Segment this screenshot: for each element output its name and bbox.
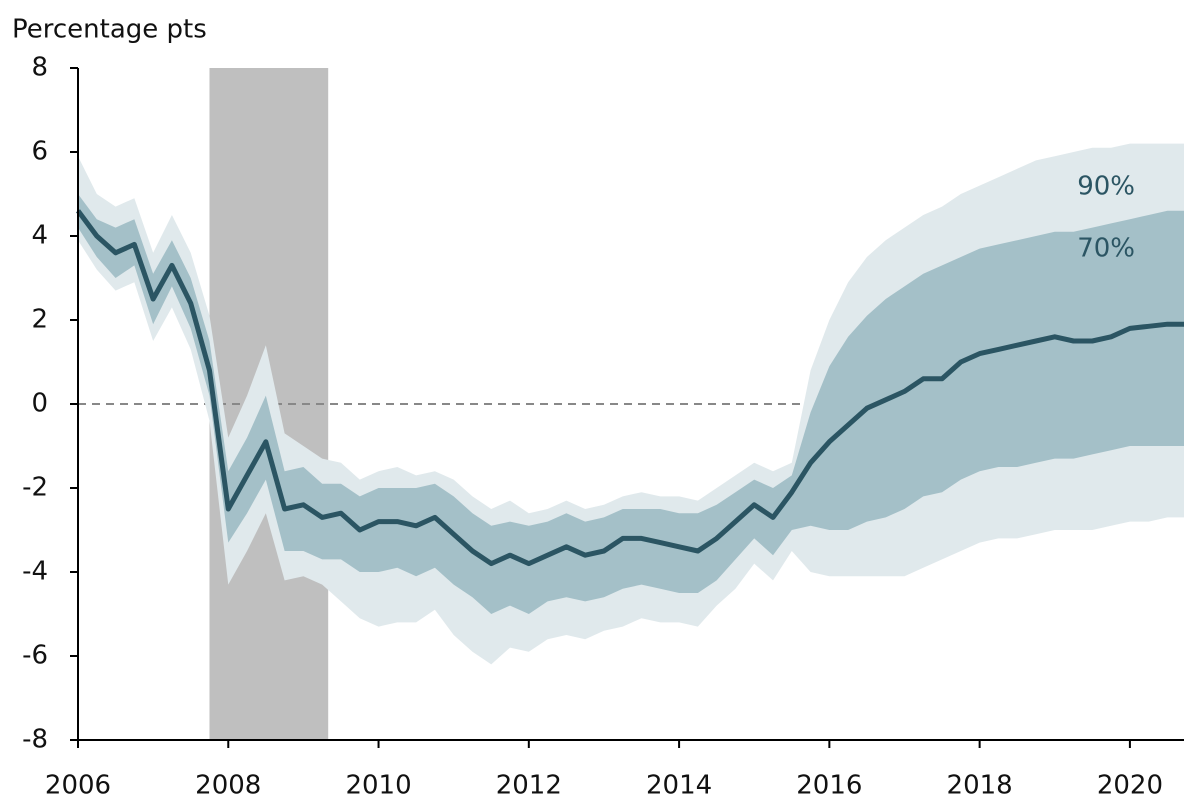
y-tick-label: 8 bbox=[31, 53, 48, 83]
y-tick-label: -2 bbox=[22, 473, 48, 503]
band-label: 70% bbox=[1077, 233, 1135, 263]
y-axis-label: Percentage pts bbox=[12, 15, 207, 45]
y-tick-label: -4 bbox=[22, 557, 48, 587]
x-tick-label: 2012 bbox=[496, 771, 562, 801]
y-tick-label: 6 bbox=[31, 137, 48, 167]
x-tick-label: 2010 bbox=[345, 771, 411, 801]
x-tick-label: 2016 bbox=[796, 771, 862, 801]
x-tick-label: 2014 bbox=[646, 771, 712, 801]
x-tick-label: 2008 bbox=[195, 771, 261, 801]
x-tick-label: 2006 bbox=[45, 771, 111, 801]
x-tick-label: 2020 bbox=[1097, 771, 1163, 801]
central-line bbox=[75, 209, 1184, 567]
y-tick-label: -8 bbox=[22, 725, 48, 755]
band-label: 90% bbox=[1077, 172, 1135, 202]
y-tick-label: -6 bbox=[22, 641, 48, 671]
y-tick-label: 4 bbox=[31, 221, 48, 251]
x-tick-label: 2018 bbox=[947, 771, 1013, 801]
y-tick-label: 0 bbox=[31, 389, 48, 419]
confidence-band bbox=[78, 194, 1184, 614]
y-tick-label: 2 bbox=[31, 305, 48, 335]
